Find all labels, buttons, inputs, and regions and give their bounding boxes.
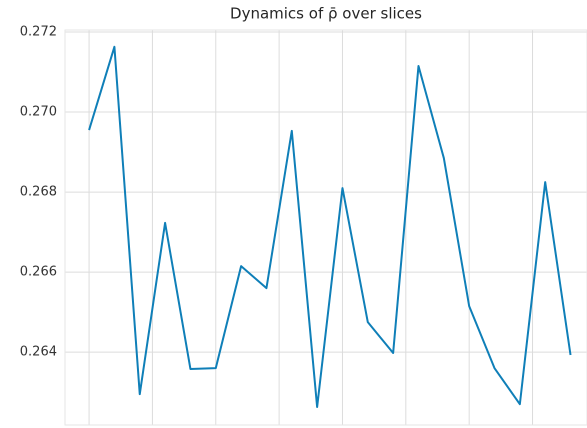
y-tick-label: 0.270 [20, 105, 57, 120]
plot-frame [64, 29, 587, 426]
y-tick-label: 0.272 [20, 25, 57, 40]
y-tick-label: 0.266 [20, 265, 57, 280]
y-tick-label: 0.264 [20, 345, 57, 360]
y-tick-label: 0.268 [20, 185, 57, 200]
chart-title: Dynamics of ρ̄ over slices [230, 5, 422, 23]
line [88, 45, 572, 408]
